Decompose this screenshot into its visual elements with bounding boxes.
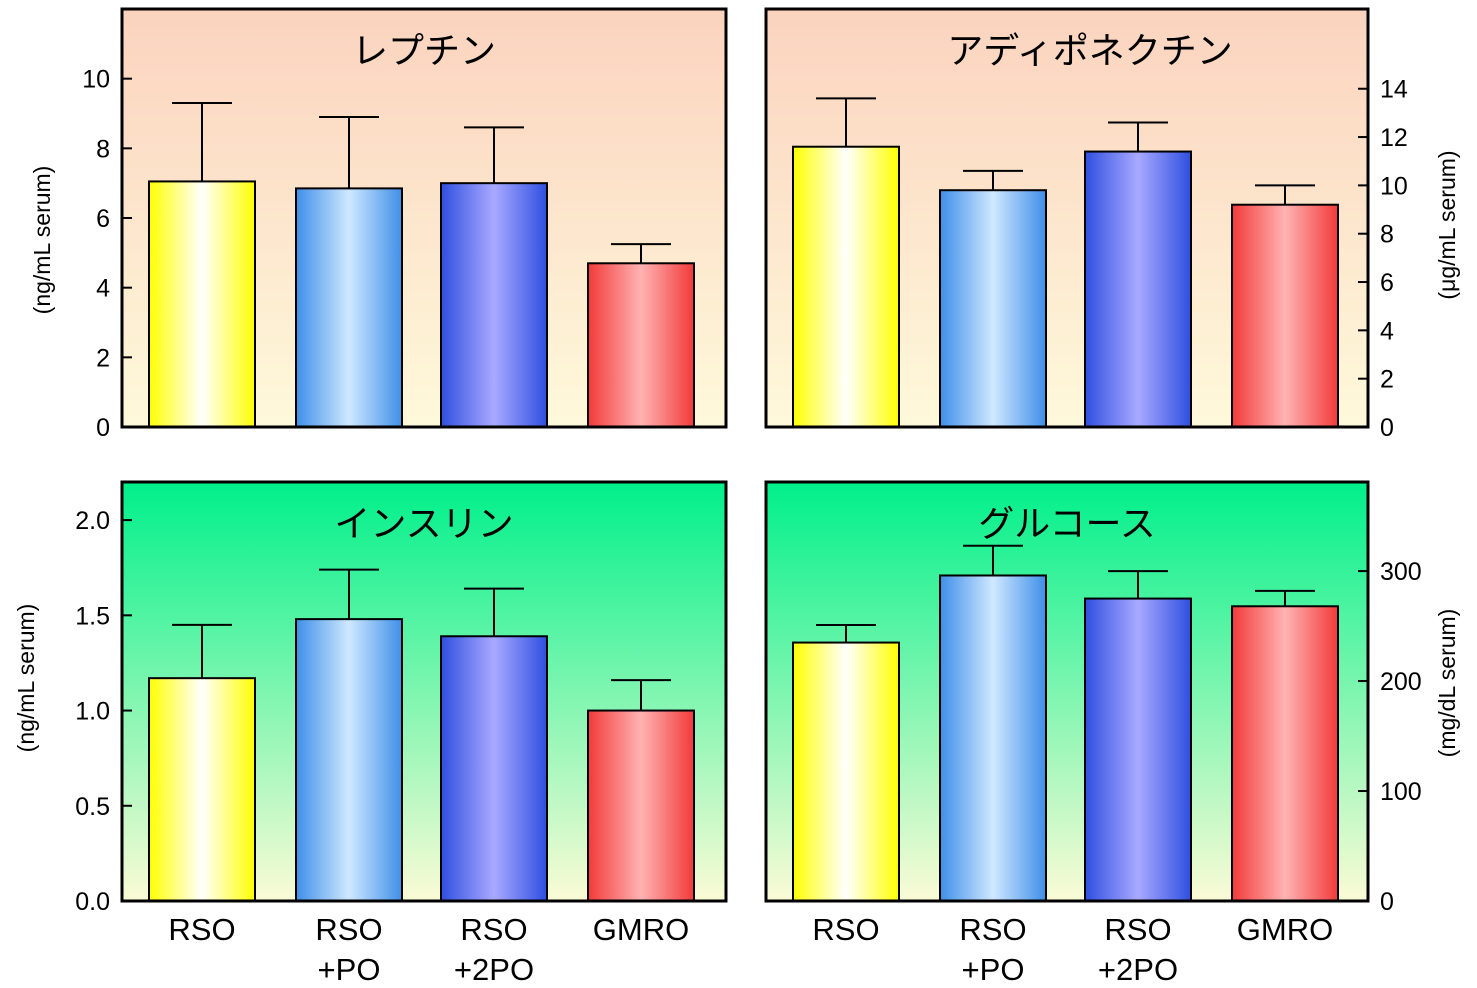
x-category-label: GMRO — [1237, 912, 1333, 947]
y-tick-label: 8 — [1380, 221, 1394, 249]
y-axis-title: (ng/mL serum) — [29, 166, 55, 315]
y-tick-label: 6 — [96, 205, 110, 233]
y-tick-label: 300 — [1380, 558, 1422, 586]
plot-frame — [120, 7, 728, 429]
x-category-label: RSO — [460, 912, 527, 947]
panel-adiponectin: 0 2 4 6 8 10 12 14 アディポネクチン (μg/mL serum) — [764, 7, 1460, 442]
bar-0 — [792, 641, 900, 903]
bar-2 — [440, 635, 548, 902]
x-category-label-line2: +PO — [962, 952, 1025, 987]
x-category-labels: RSO RSO +PO RSO +2PO GMRO RSO RSO +PO RSO +2PO GMRO — [168, 912, 1333, 987]
panel-leptin: 0 2 4 6 8 10 レプチン (ng/mL serum) — [29, 7, 728, 442]
bar-1 — [295, 618, 403, 902]
bar-2 — [1084, 150, 1192, 429]
bar-3 — [1231, 203, 1339, 428]
bar-2 — [1084, 597, 1192, 903]
y-tick-label: 2.0 — [75, 507, 110, 535]
y-tick-label: 0.0 — [75, 888, 110, 916]
y-tick-label: 4 — [96, 275, 110, 303]
y-axis-title: (ng/mL serum) — [13, 604, 39, 753]
panel-title: レプチン — [352, 31, 496, 72]
y-tick-label: 10 — [82, 66, 110, 94]
y-tick-label: 0 — [96, 414, 110, 442]
y-tick-label: 14 — [1380, 76, 1408, 104]
y-tick-label: 2 — [1380, 366, 1394, 394]
y-tick-label: 200 — [1380, 668, 1422, 696]
bar-0 — [792, 145, 900, 429]
x-category-label-line2: +2PO — [1098, 952, 1178, 987]
bar-1 — [939, 574, 1047, 902]
y-axis-title: (mg/dL serum) — [1434, 609, 1460, 758]
y-tick-label: 1.5 — [75, 602, 110, 630]
x-category-label: RSO — [812, 912, 879, 947]
plot-frame — [764, 480, 1370, 903]
y-tick-label: 100 — [1380, 778, 1422, 806]
bar-3 — [587, 709, 695, 903]
plot-frame — [764, 7, 1370, 429]
x-category-label: RSO — [315, 912, 382, 947]
panel-insulin: 0.0 0.5 1.0 1.5 2.0 インスリン (ng/mL serum) — [13, 480, 728, 916]
plot-frame — [120, 480, 728, 903]
bar-1 — [295, 187, 403, 428]
y-axis-title: (μg/mL serum) — [1434, 150, 1460, 299]
y-tick-label: 0 — [1380, 888, 1394, 916]
y-tick-label: 8 — [96, 135, 110, 163]
panel-glucose: 0 100 200 300 グルコース (mg/dL serum) — [764, 480, 1460, 916]
x-category-label-line2: +PO — [318, 952, 381, 987]
y-tick-label: 4 — [1380, 317, 1394, 345]
bar-0 — [148, 677, 256, 902]
panel-title: アディポネクチン — [947, 31, 1232, 72]
bar-3 — [587, 262, 695, 428]
y-tick-label: 0 — [1380, 414, 1394, 442]
x-category-label: RSO — [959, 912, 1026, 947]
bar-0 — [148, 180, 256, 428]
x-category-label: RSO — [1104, 912, 1171, 947]
y-tick-label: 12 — [1380, 124, 1408, 152]
y-tick-label: 2 — [96, 344, 110, 372]
x-category-label: GMRO — [593, 912, 689, 947]
x-category-label: RSO — [168, 912, 235, 947]
y-tick-label: 1.0 — [75, 698, 110, 726]
bar-3 — [1231, 605, 1339, 902]
panel-title: インスリン — [334, 504, 513, 545]
bar-1 — [939, 189, 1047, 428]
bar-2 — [440, 182, 548, 428]
y-tick-label: 10 — [1380, 172, 1408, 200]
x-category-label-line2: +2PO — [454, 952, 534, 987]
y-tick-label: 6 — [1380, 269, 1394, 297]
panel-title: グルコース — [978, 504, 1155, 545]
y-tick-label: 0.5 — [75, 793, 110, 821]
